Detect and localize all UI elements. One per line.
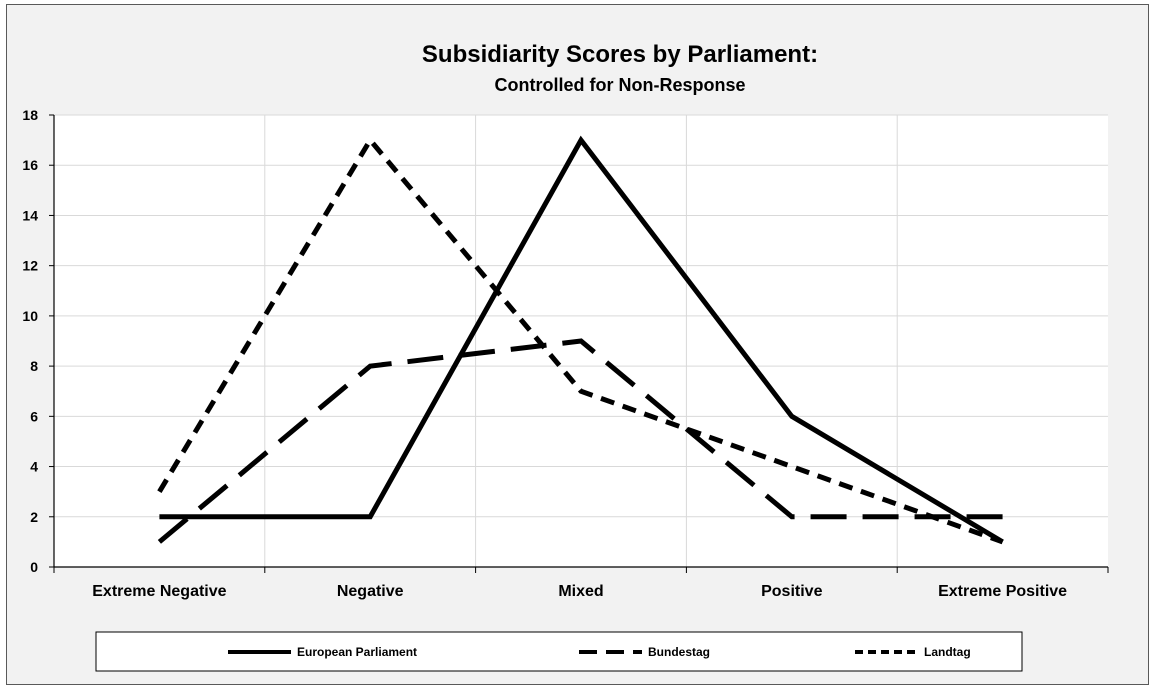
x-category-label: Extreme Positive bbox=[938, 583, 1067, 600]
chart-subtitle: Controlled for Non-Response bbox=[495, 75, 746, 95]
series-line-landtag bbox=[157, 135, 1004, 545]
legend-label: Landtag bbox=[924, 645, 971, 659]
y-tick-label: 12 bbox=[22, 258, 38, 274]
series-line-european-parliament bbox=[159, 135, 1004, 545]
legend-label: Bundestag bbox=[648, 645, 710, 659]
legend: European Parliament Bundestag Landtag bbox=[228, 645, 971, 659]
y-tick-label: 6 bbox=[30, 408, 38, 424]
grid-layer bbox=[54, 114, 1108, 567]
y-tick-label: 18 bbox=[22, 107, 38, 123]
axis-layer: 0 2 4 6 8 10 12 14 16 18 Extreme Negative Negative M… bbox=[22, 107, 1109, 600]
series-line-bundestag bbox=[157, 338, 1003, 544]
series-layer bbox=[157, 135, 1004, 545]
y-tick-label: 2 bbox=[30, 509, 38, 525]
y-tick-label: 10 bbox=[22, 308, 38, 324]
legend-label: European Parliament bbox=[297, 645, 417, 659]
x-category-label: Negative bbox=[337, 583, 404, 600]
chart-title: Subsidiarity Scores by Parliament: bbox=[422, 41, 818, 68]
y-tick-label: 14 bbox=[22, 207, 38, 223]
y-tick-label: 16 bbox=[22, 157, 38, 173]
x-category-label: Extreme Negative bbox=[92, 583, 226, 600]
y-tick-label: 0 bbox=[30, 559, 38, 575]
y-tick-label: 4 bbox=[30, 459, 38, 475]
x-category-label: Positive bbox=[761, 583, 822, 600]
x-category-label: Mixed bbox=[558, 583, 603, 600]
y-tick-label: 8 bbox=[30, 358, 38, 374]
